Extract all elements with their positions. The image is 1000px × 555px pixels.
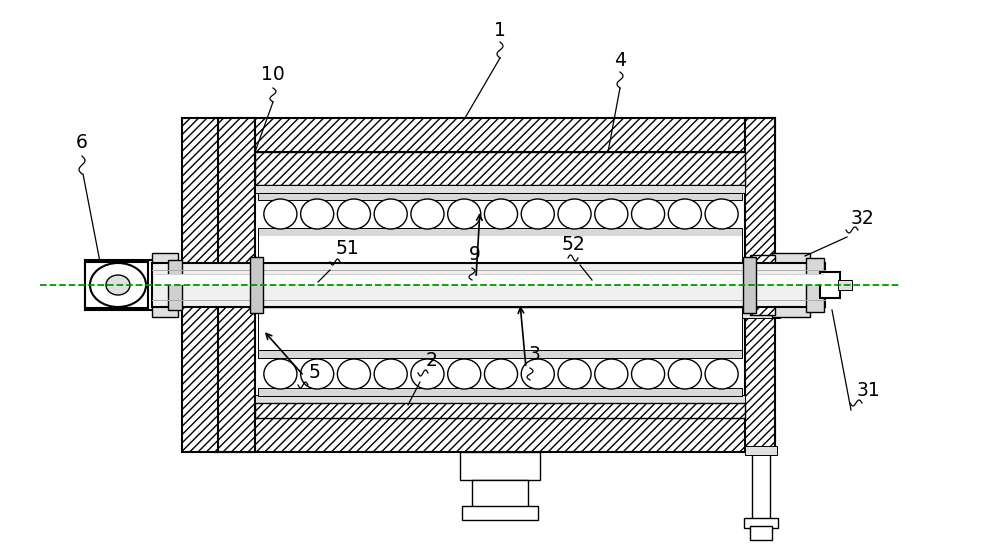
Bar xyxy=(743,257,756,313)
Text: 31: 31 xyxy=(856,381,880,400)
Text: 1: 1 xyxy=(494,21,506,39)
Bar xyxy=(258,350,742,358)
Ellipse shape xyxy=(521,359,554,389)
Bar xyxy=(745,118,775,452)
Text: 3: 3 xyxy=(529,346,541,365)
Ellipse shape xyxy=(301,199,334,229)
Bar xyxy=(255,152,745,185)
Text: 5: 5 xyxy=(309,362,321,381)
Ellipse shape xyxy=(374,359,407,389)
Bar xyxy=(215,418,775,452)
Ellipse shape xyxy=(264,359,297,389)
Bar xyxy=(752,452,770,520)
Text: 2: 2 xyxy=(426,351,438,370)
Ellipse shape xyxy=(558,359,591,389)
Bar xyxy=(258,388,742,396)
Bar xyxy=(258,193,742,200)
Bar xyxy=(255,395,745,403)
Ellipse shape xyxy=(337,359,370,389)
Ellipse shape xyxy=(337,199,370,229)
Ellipse shape xyxy=(264,199,297,229)
Bar xyxy=(472,480,528,510)
Ellipse shape xyxy=(521,199,554,229)
Ellipse shape xyxy=(595,199,628,229)
Ellipse shape xyxy=(411,199,444,229)
Bar xyxy=(155,274,823,285)
Bar xyxy=(182,118,218,452)
Bar xyxy=(750,255,775,315)
Bar xyxy=(460,452,540,480)
Bar xyxy=(258,236,742,263)
Bar xyxy=(258,307,742,350)
Text: 51: 51 xyxy=(335,239,359,258)
Ellipse shape xyxy=(484,199,518,229)
Bar xyxy=(250,257,263,313)
Ellipse shape xyxy=(595,359,628,389)
Text: 52: 52 xyxy=(561,235,585,255)
Bar xyxy=(255,403,745,418)
Bar xyxy=(258,228,742,236)
Ellipse shape xyxy=(705,359,738,389)
Text: 6: 6 xyxy=(76,134,88,153)
Ellipse shape xyxy=(705,199,738,229)
Bar xyxy=(152,263,825,307)
Bar xyxy=(750,526,772,540)
Bar xyxy=(215,118,255,452)
Bar xyxy=(806,258,824,312)
Bar xyxy=(215,118,775,152)
Bar xyxy=(462,506,538,520)
Ellipse shape xyxy=(448,199,481,229)
Ellipse shape xyxy=(90,263,146,307)
Bar xyxy=(772,253,810,317)
Text: 4: 4 xyxy=(614,51,626,69)
Bar xyxy=(744,518,778,528)
Bar xyxy=(742,300,780,318)
Text: 10: 10 xyxy=(261,65,285,84)
Ellipse shape xyxy=(668,199,701,229)
Ellipse shape xyxy=(411,359,444,389)
Bar xyxy=(820,272,840,298)
Ellipse shape xyxy=(301,359,334,389)
Ellipse shape xyxy=(668,359,701,389)
Bar xyxy=(85,262,148,308)
Bar xyxy=(745,446,777,455)
Text: 32: 32 xyxy=(850,209,874,228)
Ellipse shape xyxy=(106,275,130,295)
Bar xyxy=(85,260,155,310)
Bar xyxy=(168,260,182,310)
Ellipse shape xyxy=(558,199,591,229)
Ellipse shape xyxy=(448,359,481,389)
Text: 9: 9 xyxy=(469,245,481,265)
Ellipse shape xyxy=(484,359,518,389)
Ellipse shape xyxy=(632,359,665,389)
Bar xyxy=(152,253,178,317)
Ellipse shape xyxy=(632,199,665,229)
Bar xyxy=(838,280,852,290)
Ellipse shape xyxy=(374,199,407,229)
Bar xyxy=(255,185,745,193)
